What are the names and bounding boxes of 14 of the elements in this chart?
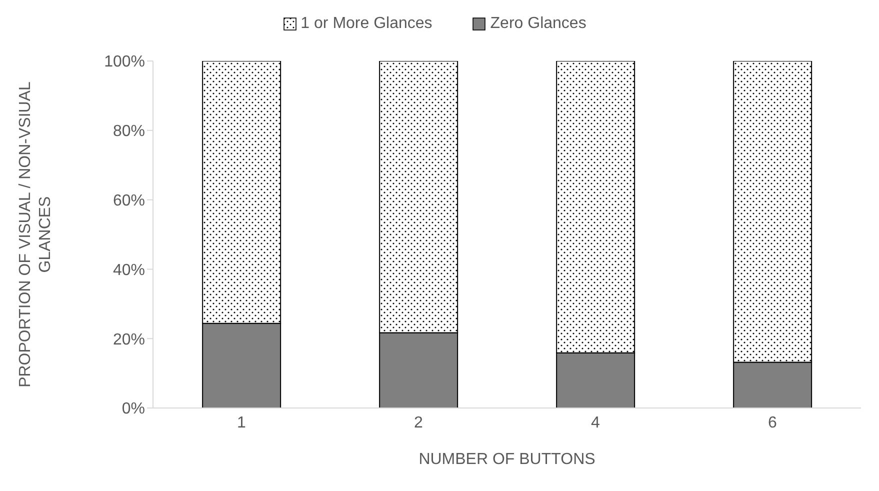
legend-label: 1 or More Glances [300, 15, 432, 33]
y-tick-label: 20% [112, 331, 145, 348]
y-tick-label: 80% [112, 123, 145, 140]
x-tick-label: 6 [768, 414, 778, 432]
x-tick-label: 2 [414, 414, 424, 432]
y-tick-label: 0% [122, 400, 145, 418]
y-tick-label: 60% [112, 192, 145, 210]
legend-label: Zero Glances [489, 15, 586, 33]
y-axis-title: PROPORTION OF VISUAL / NON-VSIUAL GLANCES [17, 81, 54, 388]
y-tick-label: 40% [112, 262, 145, 279]
y-tick-label: 100% [104, 54, 145, 71]
x-axis-title: NUMBER OF BUTTONS [418, 451, 596, 468]
x-tick-label: 4 [591, 414, 600, 432]
x-tick-label: 1 [237, 414, 246, 432]
